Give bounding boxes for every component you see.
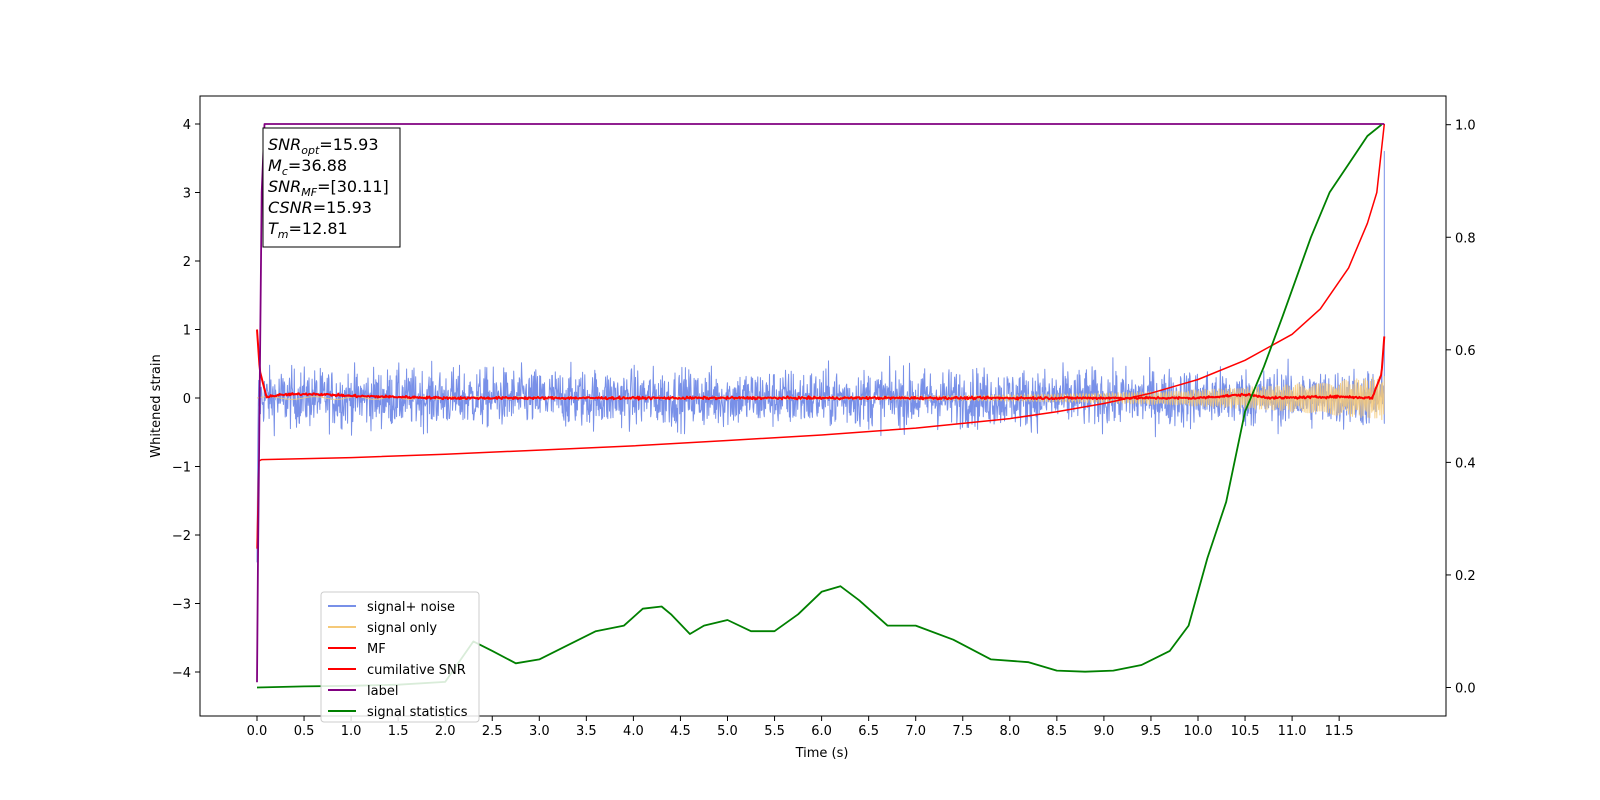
info-value: =36.88 (288, 156, 347, 175)
x-tick-label: 4.0 (623, 724, 644, 739)
x-tick-label: 9.5 (1141, 724, 1162, 739)
y-axis-right: 1.0 0.8 0.6 0.4 0.2 0.0 (1446, 119, 1476, 697)
plot-frame (199, 95, 1447, 717)
info-symbol: M (268, 156, 282, 175)
x-tick-label: 5.0 (717, 724, 738, 739)
info-box-lines: SNRopt=15.93Mc=36.88SNRMF=[30.11]CSNR=15… (268, 135, 389, 241)
y2-tick-label: 0.8 (1455, 231, 1476, 246)
x-tick-label: 2.0 (435, 724, 456, 739)
legend-items: signal+ noise signal only MF cumilative SNR… (328, 600, 468, 720)
x-tick-label: 1.0 (341, 724, 362, 739)
info-value: =[30.11] (317, 177, 389, 196)
x-tick-label: 5.5 (764, 724, 785, 739)
info-subscript: c (282, 165, 288, 178)
legend-label: cumilative SNR (367, 663, 466, 678)
info-box-frame (262, 127, 401, 248)
x-tick-label: 3.5 (576, 724, 597, 739)
y-tick-label: −4 (172, 666, 191, 681)
info-symbol: SNR (268, 135, 301, 154)
y-tick-label: 2 (183, 255, 191, 270)
x-axis-label: Time (s) (795, 746, 849, 761)
y-tick-label: 1 (183, 324, 191, 339)
x-tick-label: 2.5 (482, 724, 503, 739)
y2-tick-label: 0.0 (1455, 682, 1476, 697)
x-tick-label: 9.0 (1094, 724, 1115, 739)
legend: signal+ noise signal only MF cumilative SNR… (320, 591, 480, 723)
legend-label: label (367, 684, 398, 699)
series-signal-statistics (256, 123, 1383, 689)
info-line: CSNR=15.93 (268, 198, 372, 217)
y2-tick-label: 1.0 (1455, 119, 1476, 134)
x-tick-label: 8.0 (999, 724, 1020, 739)
y-tick-label: 0 (183, 392, 191, 407)
x-tick-label: 6.0 (811, 724, 832, 739)
y-tick-label: −1 (172, 461, 191, 476)
series-mf (256, 329, 1386, 401)
x-tick-label: 1.5 (388, 724, 409, 739)
x-tick-label: 11.5 (1325, 724, 1354, 739)
y-tick-label: −3 (172, 598, 191, 613)
x-axis: 0.0 0.5 1.0 1.5 2.0 2.5 3.0 3.5 4.0 4.5 5.0 5.5 6.0 6… (247, 716, 1354, 739)
legend-label: signal statistics (367, 705, 468, 720)
y-axis-left: 4 3 2 1 0 −1 −2 −3 −4 (172, 118, 200, 681)
y-axis-label: Whitened strain (149, 354, 164, 457)
info-value: =15.93 (313, 198, 372, 217)
info-box: SNRopt=15.93Mc=36.88SNRMF=[30.11]CSNR=15… (262, 127, 401, 248)
x-tick-label: 11.0 (1278, 724, 1307, 739)
y-tick-label: 4 (183, 118, 191, 133)
y-tick-label: 3 (183, 187, 191, 202)
x-tick-label: 6.5 (858, 724, 879, 739)
info-subscript: MF (301, 186, 317, 199)
series-layer (256, 123, 1386, 689)
x-tick-label: 10.0 (1184, 724, 1213, 739)
x-tick-label: 0.5 (294, 724, 315, 739)
x-tick-label: 0.0 (247, 724, 268, 739)
info-value: =15.93 (319, 135, 378, 154)
info-line: SNRMF=[30.11] (268, 177, 389, 199)
y-tick-label: −2 (172, 529, 191, 544)
legend-label: MF (367, 642, 386, 657)
legend-label: signal only (367, 621, 437, 636)
x-tick-label: 3.0 (529, 724, 550, 739)
y2-tick-label: 0.4 (1455, 456, 1476, 471)
series-cumulative-snr (256, 123, 1386, 549)
x-tick-label: 8.5 (1047, 724, 1068, 739)
info-line: SNRopt=15.93 (268, 135, 379, 157)
y2-tick-label: 0.2 (1455, 569, 1476, 584)
x-tick-label: 4.5 (670, 724, 691, 739)
info-line: Tm=12.81 (268, 219, 348, 241)
x-tick-label: 7.0 (905, 724, 926, 739)
info-symbol: SNR (268, 177, 301, 196)
x-tick-label: 10.5 (1231, 724, 1260, 739)
info-symbol: T (268, 219, 279, 238)
info-subscript: m (278, 228, 289, 241)
legend-frame (320, 591, 480, 723)
y2-tick-label: 0.6 (1455, 344, 1476, 359)
info-value: =12.81 (289, 219, 348, 238)
info-symbol: CSNR (268, 198, 313, 217)
legend-label: signal+ noise (367, 600, 455, 615)
info-subscript: opt (301, 144, 320, 157)
info-line: Mc=36.88 (268, 156, 347, 178)
x-tick-label: 7.5 (952, 724, 973, 739)
